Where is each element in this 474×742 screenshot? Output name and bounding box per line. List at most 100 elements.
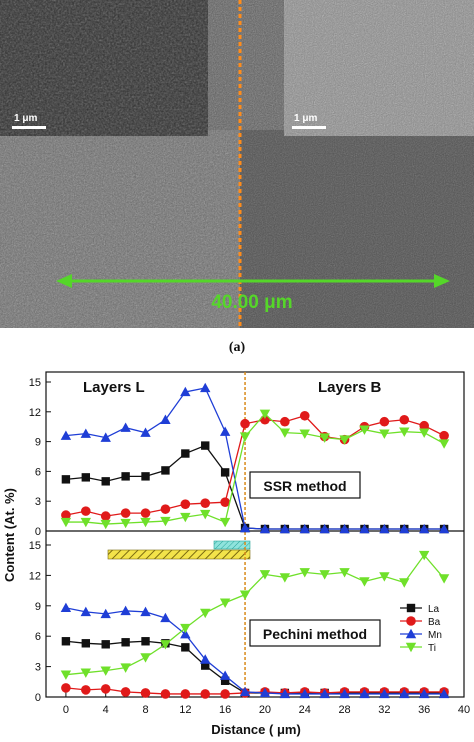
sem-layer-l-texture xyxy=(0,130,240,328)
measurement-arrow xyxy=(56,274,450,288)
data-point-mn xyxy=(100,432,111,442)
y-tick-label: 3 xyxy=(35,662,41,674)
inset-left: 1 μm xyxy=(0,0,208,136)
data-point-la xyxy=(121,638,130,647)
data-point-ti xyxy=(359,577,370,587)
data-point-ti xyxy=(299,429,310,439)
data-point-mn xyxy=(319,688,330,699)
ssr-method-box: SSR method xyxy=(249,471,361,499)
data-point-mn xyxy=(438,688,450,699)
data-point-la xyxy=(181,643,190,652)
data-point-ti xyxy=(339,568,350,578)
legend-marker-la xyxy=(406,603,416,613)
data-point-mn xyxy=(319,523,330,534)
data-point-ti xyxy=(319,433,330,443)
data-point-ti xyxy=(200,509,211,520)
data-point-ti xyxy=(180,623,191,634)
arrowhead-left xyxy=(56,274,72,288)
data-point-ba xyxy=(160,504,171,514)
data-point-ba xyxy=(280,416,290,427)
data-point-ti xyxy=(140,517,151,528)
x-tick-label: 12 xyxy=(179,704,191,716)
legend-label-ba: Ba xyxy=(428,617,441,628)
ssr-method-frame xyxy=(249,471,361,499)
hatch-bar-yellow xyxy=(107,549,251,560)
scale-bar-right-label: 1 μm xyxy=(294,113,317,124)
legend-label-ti: Ti xyxy=(428,643,436,654)
data-point-ti xyxy=(359,425,370,435)
inset-right: 1 μm xyxy=(284,0,474,136)
data-point-ti xyxy=(299,568,310,578)
data-point-ti xyxy=(219,598,231,608)
data-point-ti xyxy=(259,570,271,580)
data-point-mn xyxy=(399,688,410,699)
data-point-la xyxy=(161,466,170,475)
data-point-ti xyxy=(438,439,450,449)
data-point-mn xyxy=(200,382,211,393)
data-point-mn xyxy=(180,386,191,397)
y-tick-label: 0 xyxy=(35,526,41,538)
data-point-la xyxy=(220,676,230,685)
data-point-mn xyxy=(80,606,92,617)
data-point-ti xyxy=(160,516,171,527)
data-point-ti xyxy=(80,517,92,528)
data-point-mn xyxy=(259,687,271,698)
scale-bar-left xyxy=(12,126,46,129)
x-tick-label: 4 xyxy=(103,704,109,716)
data-point-mn xyxy=(160,612,171,623)
data-point-mn xyxy=(438,523,450,534)
x-tick-label: 24 xyxy=(299,704,311,716)
data-point-ba xyxy=(200,689,211,699)
hatch-bar-cyan xyxy=(213,540,251,550)
data-point-ti xyxy=(339,435,350,445)
data-point-mn xyxy=(279,688,291,699)
y-tick-label: 9 xyxy=(35,437,41,449)
data-point-ba xyxy=(140,508,151,518)
data-point-ti xyxy=(60,517,72,528)
data-point-mn xyxy=(239,522,251,533)
data-point-la xyxy=(201,661,210,670)
data-point-ba xyxy=(439,430,449,441)
data-point-ti xyxy=(120,518,131,529)
data-point-ti xyxy=(438,574,450,584)
data-point-ba xyxy=(399,414,410,425)
data-point-mn xyxy=(239,686,251,697)
y-tick-label: 0 xyxy=(35,692,41,704)
x-tick-label: 40 xyxy=(458,704,470,716)
data-point-mn xyxy=(299,523,310,534)
data-point-la xyxy=(101,640,110,649)
data-point-mn xyxy=(219,426,231,436)
data-point-ti xyxy=(399,578,410,588)
data-point-ti xyxy=(160,640,171,650)
data-point-mn xyxy=(359,523,370,534)
data-point-ti xyxy=(140,653,151,663)
pechini-method-frame xyxy=(249,619,381,647)
data-point-la xyxy=(121,472,130,481)
data-point-mn xyxy=(60,602,72,613)
data-point-ti xyxy=(379,572,390,582)
x-tick-label: 32 xyxy=(378,704,390,716)
data-point-mn xyxy=(160,414,171,424)
data-point-ti xyxy=(319,570,330,580)
data-point-ba xyxy=(379,416,390,427)
legend-label-la: La xyxy=(428,604,440,615)
data-point-mn xyxy=(100,608,111,619)
data-point-mn xyxy=(120,605,131,616)
data-point-la xyxy=(201,441,210,450)
series-group xyxy=(60,382,450,699)
legend-marker-mn xyxy=(405,628,417,639)
data-point-ba xyxy=(220,689,230,699)
data-point-ti xyxy=(200,608,211,619)
data-point-la xyxy=(220,468,230,477)
data-point-ba xyxy=(419,420,429,431)
sem-image: 1 μm 1 μm 40.00 μm xyxy=(0,0,474,328)
data-point-ba xyxy=(220,497,230,507)
data-point-mn xyxy=(140,427,151,437)
data-point-ba xyxy=(200,498,211,508)
data-point-la xyxy=(141,472,150,481)
data-point-ti xyxy=(100,666,111,676)
y-tick-label: 15 xyxy=(29,540,41,552)
data-point-ba xyxy=(140,688,151,698)
data-point-la xyxy=(181,449,190,458)
